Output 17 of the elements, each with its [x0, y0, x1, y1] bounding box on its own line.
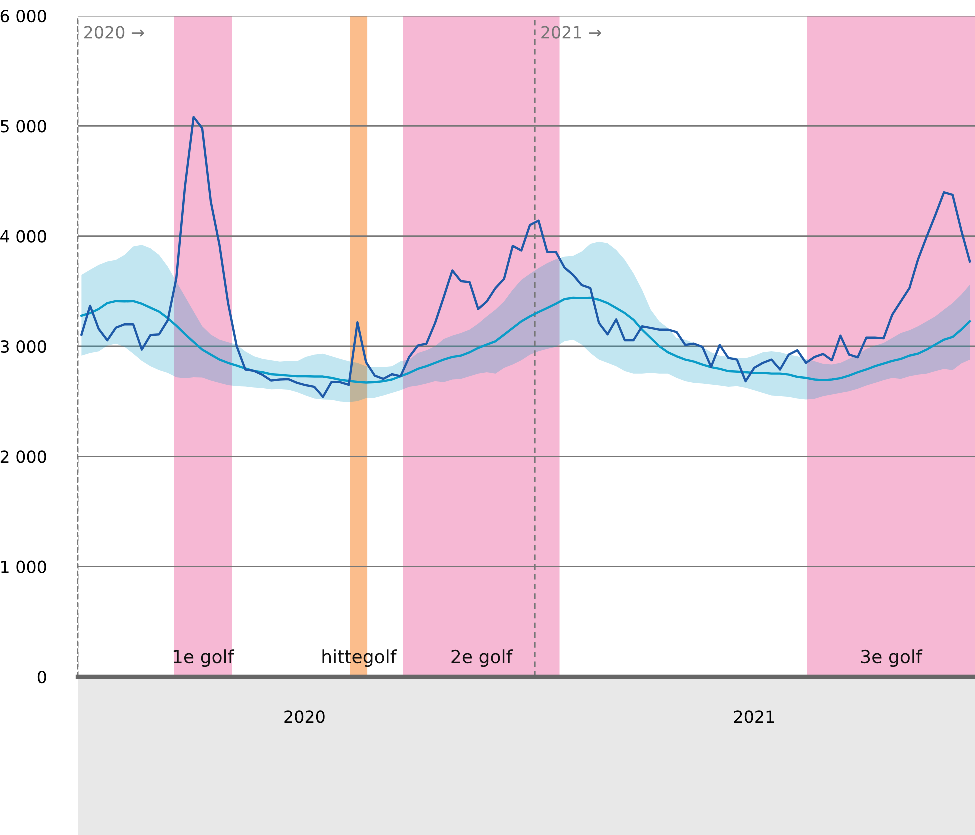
- ref-line-label: 2021 →: [542, 26, 602, 39]
- band-label: 2e golf: [452, 650, 513, 668]
- y-tick-label: 5 000: [1, 120, 46, 133]
- band-label: 1e golf: [174, 650, 235, 668]
- y-tick-label: 3 000: [1, 340, 46, 354]
- ref-line-label: 2020 →: [84, 26, 144, 39]
- line-series: [80, 296, 972, 384]
- x-tick-label: 2021: [734, 710, 774, 724]
- y-tick-label: 2 000: [0, 450, 46, 464]
- y-tick-label: 4 000: [0, 230, 46, 243]
- line-series: [80, 116, 972, 398]
- band-label: 3e golf: [861, 650, 923, 668]
- x-tick-label: 2020: [284, 710, 325, 724]
- y-tick-label: 0: [38, 670, 46, 684]
- band-label: hittegolf: [322, 650, 398, 668]
- y-tick-label: 6 000: [0, 10, 46, 23]
- y-tick-label: 1 000: [2, 560, 46, 574]
